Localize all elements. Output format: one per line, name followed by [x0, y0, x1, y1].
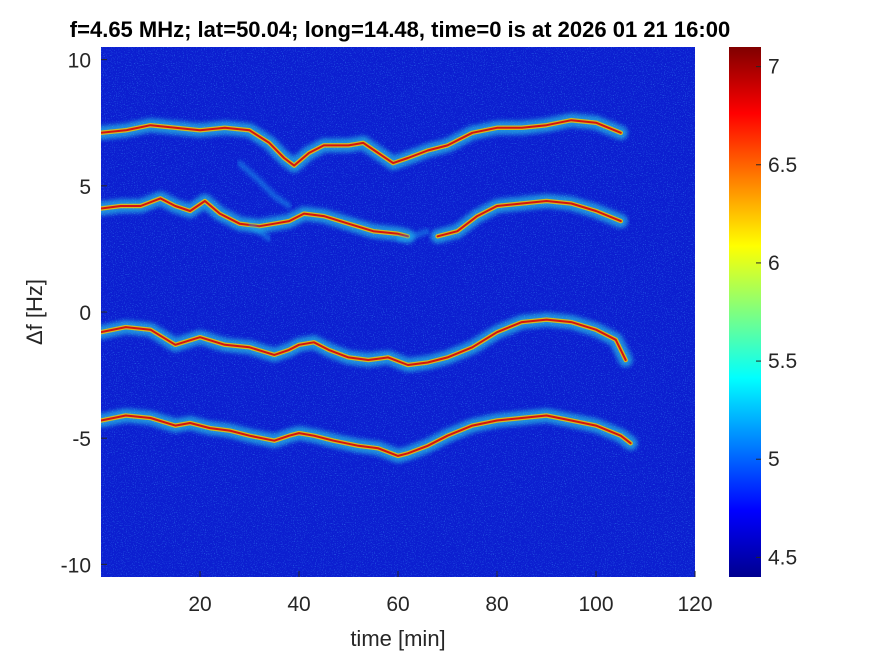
y-tick-label: 5	[79, 176, 91, 199]
colorbar-tick-label: 5	[768, 448, 780, 471]
y-tick-label: -5	[72, 428, 91, 451]
y-axis-label: Δf [Hz]	[22, 279, 47, 345]
colorbar-gradient	[729, 47, 761, 577]
trace-line-2	[436, 200, 622, 238]
colorbar-tick-label: 7	[768, 56, 780, 79]
trace-glow-6	[247, 221, 272, 242]
y-tick-label: -10	[61, 554, 91, 577]
plot-area	[101, 47, 695, 577]
x-tick-label: 40	[287, 593, 310, 616]
x-tick-label: 20	[188, 593, 211, 616]
colorbar-tick-label: 5.5	[768, 350, 797, 373]
colorbar-tick-label: 6	[768, 252, 780, 275]
x-tick-label: 60	[386, 593, 409, 616]
colorbar: 7 6.5 6 5.5 5 4.5	[729, 47, 797, 577]
trace-line-0	[101, 119, 622, 167]
y-tick-label: 10	[68, 50, 91, 73]
trace-glow-5	[237, 160, 292, 209]
y-tick-label: 0	[79, 302, 91, 325]
x-tick-label: 120	[677, 593, 712, 616]
chart-title: f=4.65 MHz; lat=50.04; long=14.48, time=…	[70, 17, 730, 42]
trace-line-4	[101, 414, 632, 457]
x-tick-label: 100	[578, 593, 613, 616]
trace-glow-7	[395, 228, 431, 242]
colorbar-tick-label: 4.5	[768, 546, 797, 569]
trace-line-3	[101, 318, 627, 366]
colorbar-tick-label: 6.5	[768, 154, 797, 177]
x-axis-label: time [min]	[350, 626, 445, 651]
x-tick-label: 80	[485, 593, 508, 616]
signal-traces	[101, 113, 638, 463]
colorbar-ticks: 7 6.5 6 5.5 5 4.5	[756, 56, 797, 569]
y-axis-ticks: 10 5 0 -5 -10	[61, 50, 107, 577]
x-axis-ticks: 20 40 60 80 100 120	[188, 571, 713, 616]
